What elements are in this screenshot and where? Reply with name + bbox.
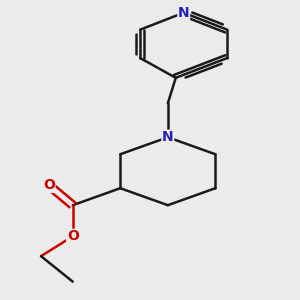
Text: O: O: [67, 229, 79, 243]
Text: O: O: [43, 178, 55, 192]
Text: N: N: [178, 6, 190, 20]
Text: N: N: [162, 130, 174, 144]
